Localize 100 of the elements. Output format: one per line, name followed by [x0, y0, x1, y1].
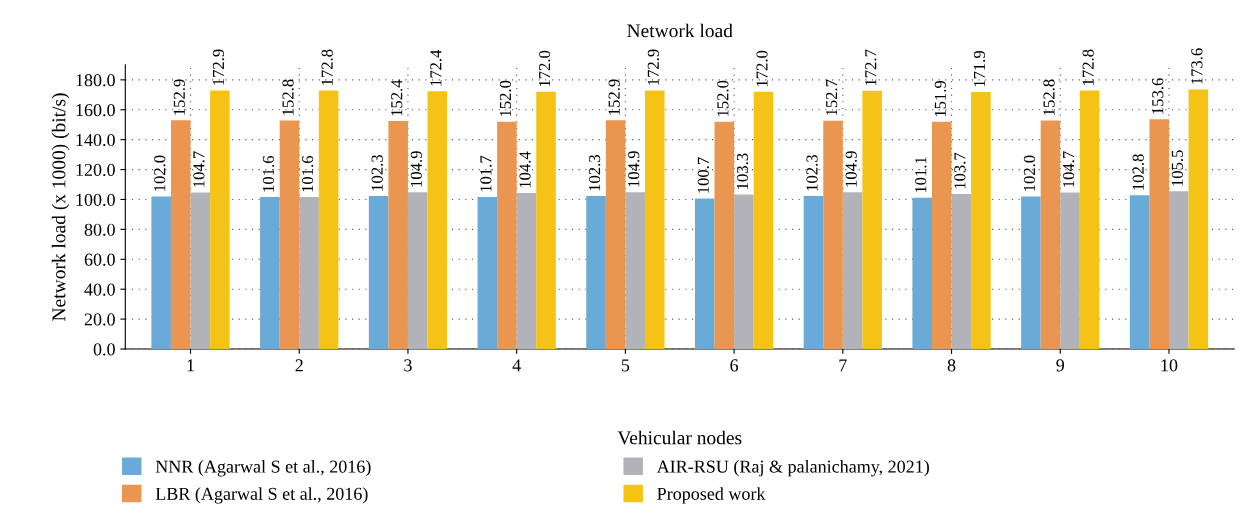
data-label: 152.0 — [717, 80, 729, 117]
y-tick-label: 180.0 — [76, 74, 115, 87]
x-tick-label: 8 — [947, 359, 956, 372]
x-tick-label: 10 — [1161, 359, 1178, 372]
data-label: 103.3 — [736, 153, 749, 189]
bar — [299, 197, 319, 350]
bar — [516, 192, 537, 350]
data-label: 151.9 — [934, 80, 946, 117]
data-label: 172.4 — [430, 49, 442, 86]
bar — [931, 121, 952, 350]
bar — [260, 197, 280, 350]
bar — [497, 121, 517, 350]
y-tick-label: 60.0 — [84, 253, 115, 266]
data-label: 104.4 — [519, 151, 531, 188]
bar — [1149, 119, 1169, 350]
bar — [625, 192, 645, 350]
bar — [862, 90, 882, 350]
x-tick-label: 3 — [404, 359, 412, 372]
x-tick-label: 7 — [839, 359, 847, 372]
data-label: 102.3 — [806, 155, 818, 191]
data-label: 152.4 — [391, 79, 403, 116]
x-tick-label: 9 — [1056, 359, 1065, 372]
bar — [1060, 192, 1080, 350]
data-label: 105.5 — [1171, 150, 1183, 186]
data-label: 101.6 — [301, 155, 314, 192]
data-label: 101.6 — [262, 155, 275, 192]
data-label: 171.9 — [973, 50, 986, 87]
data-label: 104.7 — [1062, 151, 1075, 187]
y-tick-label: 80.0 — [84, 223, 115, 236]
bar — [477, 196, 498, 350]
data-label: 173.6 — [1191, 48, 1203, 84]
bar — [1168, 191, 1189, 350]
y-tick-label: 100.0 — [76, 193, 115, 206]
legend-label: LBR (Agarwal S et al., 2016) — [155, 487, 368, 504]
data-label: 102.3 — [588, 155, 601, 191]
bar — [644, 90, 665, 350]
bar — [694, 198, 715, 350]
bar — [368, 196, 389, 350]
bar — [714, 121, 735, 350]
legend-label: NNR (Agarwal S et al., 2016) — [155, 460, 371, 477]
data-label: 152.0 — [499, 80, 512, 117]
data-label: 152.8 — [282, 79, 294, 115]
bar — [279, 120, 300, 350]
legend-label: Proposed work — [657, 487, 766, 504]
y-tick-label: 120.0 — [76, 163, 115, 177]
bar — [753, 91, 774, 350]
bar — [388, 121, 408, 350]
bar — [734, 194, 754, 350]
bar — [586, 196, 606, 350]
bar — [407, 192, 428, 350]
bar — [318, 90, 339, 350]
data-label: 104.7 — [193, 151, 205, 187]
data-label: 172.8 — [321, 49, 333, 85]
bar — [842, 192, 863, 350]
data-label: 152.9 — [173, 79, 185, 115]
data-label: 152.9 — [608, 79, 620, 115]
x-tick-label: 5 — [621, 359, 630, 372]
bar — [1129, 195, 1150, 350]
bar — [951, 193, 972, 350]
y-tick-label: 0.0 — [93, 343, 115, 356]
bar — [151, 196, 171, 350]
bar — [823, 120, 843, 350]
bar — [536, 91, 556, 350]
data-label: 104.9 — [845, 151, 857, 187]
y-tick-label: 160.0 — [76, 104, 115, 117]
data-label: 101.7 — [480, 155, 492, 192]
x-tick-label: 2 — [295, 359, 303, 372]
bar — [605, 120, 626, 350]
bar — [210, 90, 230, 350]
chart-title: Network load — [627, 23, 733, 38]
bar — [803, 196, 824, 350]
legend-label: AIR-RSU (Raj & palanichamy, 2021) — [656, 460, 929, 477]
data-label: 152.7 — [826, 79, 838, 116]
data-label: 172.9 — [647, 49, 659, 85]
data-label: 104.9 — [410, 151, 422, 187]
data-label: 102.0 — [154, 155, 166, 191]
data-label: 152.8 — [1043, 79, 1055, 115]
data-label: 103.7 — [954, 152, 966, 189]
data-label: 102.8 — [1132, 154, 1144, 190]
data-label: 172.7 — [865, 49, 877, 86]
data-label: 101.1 — [915, 157, 927, 193]
data-label: 102.0 — [1023, 155, 1036, 191]
x-axis-title: Vehicular nodes — [617, 430, 742, 445]
bar — [170, 120, 191, 350]
bar — [1188, 89, 1209, 350]
y-tick-label: 40.0 — [84, 283, 115, 296]
bar — [1040, 120, 1061, 350]
data-label: 172.0 — [538, 50, 551, 87]
bar — [427, 91, 448, 350]
y-tick-label: 140.0 — [76, 133, 115, 147]
bar — [1079, 90, 1100, 350]
x-tick-label: 6 — [730, 359, 739, 372]
data-label: 102.3 — [371, 155, 383, 191]
bar — [1021, 196, 1041, 350]
y-axis-title: Network load (x 1000) (bit/s) — [51, 93, 70, 321]
data-label: 100.7 — [697, 157, 709, 193]
bar — [971, 91, 991, 350]
y-tick-label: 20.0 — [84, 313, 115, 326]
bar — [912, 197, 932, 350]
data-label: 172.0 — [756, 50, 768, 87]
